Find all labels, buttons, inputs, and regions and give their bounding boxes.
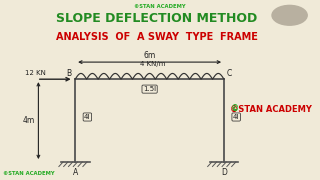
Text: 4I: 4I [84, 114, 91, 120]
Text: D: D [221, 168, 227, 177]
Text: 4 KN/m: 4 KN/m [140, 61, 165, 67]
Text: 1.5I: 1.5I [143, 86, 156, 92]
Text: A: A [73, 168, 78, 177]
Text: ©STAN ACADEMY: ©STAN ACADEMY [230, 104, 312, 113]
Text: SLOPE DEFLECTION METHOD: SLOPE DEFLECTION METHOD [56, 12, 257, 25]
Text: 12 KN: 12 KN [25, 70, 46, 76]
Text: 4m: 4m [23, 116, 35, 125]
Text: ©STAN ACADEMY: ©STAN ACADEMY [134, 4, 186, 10]
Text: ©STAN ACADEMY: ©STAN ACADEMY [3, 171, 55, 176]
Text: ANALYSIS  OF  A SWAY  TYPE  FRAME: ANALYSIS OF A SWAY TYPE FRAME [56, 32, 258, 42]
Circle shape [272, 5, 307, 25]
Text: 4I: 4I [233, 114, 239, 120]
Text: ©: © [230, 104, 239, 113]
Text: B: B [66, 69, 71, 78]
Text: C: C [227, 69, 232, 78]
Text: 6m: 6m [143, 51, 156, 60]
